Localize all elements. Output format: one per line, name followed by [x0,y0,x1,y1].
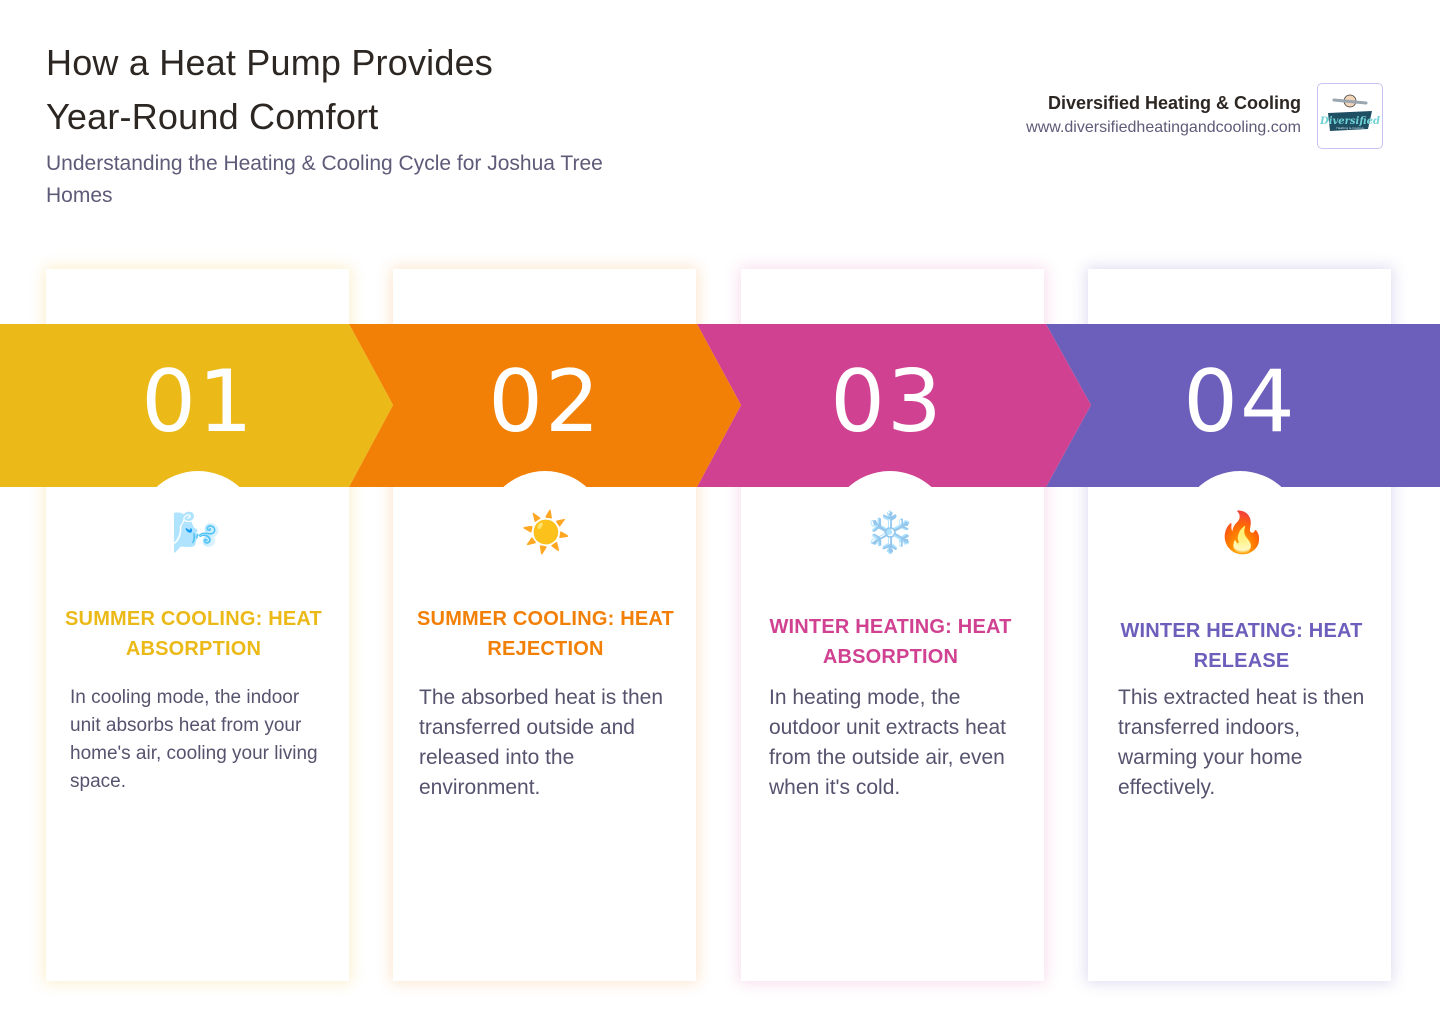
fire-icon: 🔥 [1217,510,1267,556]
logo-text: Diversified [1320,116,1380,127]
subtitle-line-1: Understanding the Heating & Cooling Cycl… [46,152,603,175]
step-number-1: 01 [141,352,255,452]
title-line-1: How a Heat Pump Provides [46,42,493,83]
step-number-3: 03 [830,352,944,452]
brand-logo: Diversified Heating & Cooling [1317,83,1383,149]
header: How a Heat Pump Provides Year-Round Comf… [46,36,686,212]
page-subtitle: Understanding the Heating & Cooling Cycl… [46,148,686,212]
brand-name: Diversified Heating & Cooling [1047,93,1301,113]
step-number-4: 04 [1183,352,1297,452]
sun-icon: ☀️ [521,510,571,556]
chevron-step-1 [0,324,393,487]
subtitle-line-2: Homes [46,184,113,207]
step-description-2: The absorbed heat is then transferred ou… [419,686,664,799]
chevron-step-2 [349,324,741,487]
icon-holder-1 [136,471,260,595]
icon-holder-2 [483,471,607,595]
step-description-4: This extracted heat is then transferred … [1118,686,1365,799]
step-chevron-band [0,324,1440,487]
snowflake-icon: ❄️ [865,510,915,556]
step-heading-3: WINTER HEATING: HEAT ABSORPTION [769,616,1012,668]
wind-face-icon: 🌬️ [171,510,221,556]
logo-subtext: Heating & Cooling [1336,126,1363,130]
step-heading-1: SUMMER COOLING: HEAT ABSORPTION [65,608,322,660]
brand-url[interactable]: www.diversifiedheatingandcooling.com [1026,119,1301,136]
step-description-1: In cooling mode, the indoor unit absorbs… [70,687,318,792]
icon-holder-4 [1178,471,1302,595]
title-line-2: Year-Round Comfort [46,96,379,137]
page-title: How a Heat Pump Provides Year-Round Comf… [46,36,686,144]
brand-block: Diversified Heating & Cooling www.divers… [1026,83,1383,149]
chevron-step-4 [1046,324,1440,487]
icon-holder-3 [828,471,952,595]
step-heading-2: SUMMER COOLING: HEAT REJECTION [417,608,674,660]
brand-text: Diversified Heating & Cooling www.divers… [1026,91,1301,141]
step-description-3: In heating mode, the outdoor unit extrac… [769,686,1006,799]
logo-mascot-icon: Diversified Heating & Cooling [1320,94,1380,131]
chevron-step-3 [697,324,1091,487]
step-heading-4: WINTER HEATING: HEAT RELEASE [1120,620,1363,672]
step-number-2: 02 [488,352,602,452]
